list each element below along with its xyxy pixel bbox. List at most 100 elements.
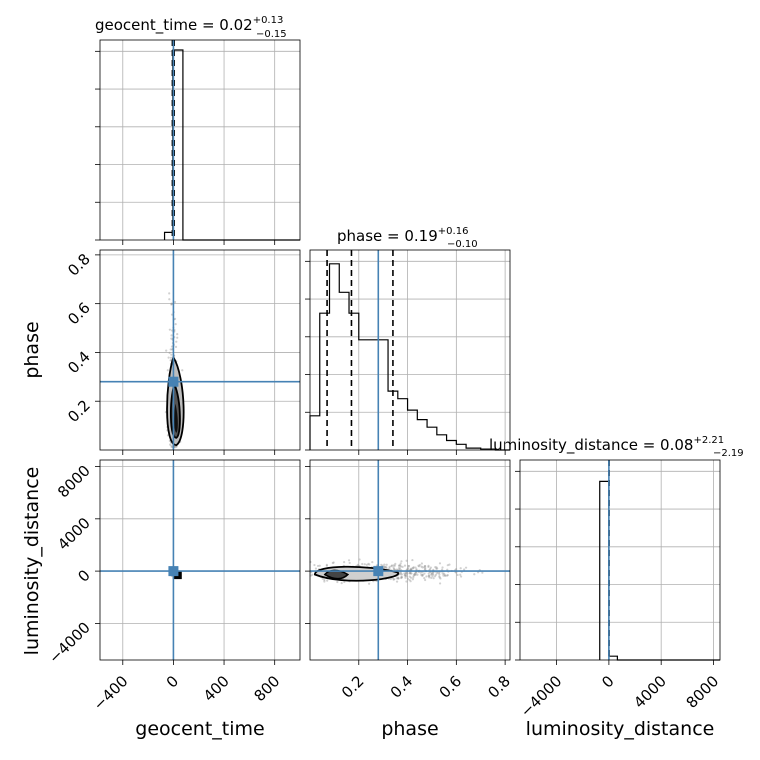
scatter-point: [404, 573, 407, 576]
grid-0-1: [100, 250, 300, 450]
scatter-point: [423, 566, 426, 569]
title-geocent-time-minus: −0.15: [256, 29, 287, 40]
scatter-point: [174, 322, 177, 326]
scatter-point: [421, 566, 424, 569]
scatter-point: [412, 576, 415, 579]
scatter-point: [427, 565, 430, 568]
scatter-point: [397, 576, 400, 579]
scatter-point: [331, 561, 334, 565]
scatter-point: [460, 575, 463, 578]
scatter-point: [399, 564, 402, 567]
x-tick-label: 0.6: [436, 672, 466, 702]
scatter-point: [404, 576, 407, 579]
x-tick-label: −4000: [517, 672, 566, 721]
scatter-point: [342, 561, 346, 564]
grid-2-2: [520, 460, 720, 660]
x-tick-label: 800: [251, 672, 284, 705]
y-tick-label: 0.4: [64, 348, 94, 378]
scatter-point: [404, 574, 407, 577]
scatter-point: [423, 565, 426, 568]
x-tick-label: 0.8: [484, 672, 514, 702]
scatter-point: [430, 572, 434, 575]
scatter-point: [415, 568, 418, 571]
panel-frame: [99, 39, 301, 241]
scatter-point: [314, 567, 318, 570]
scatter-point: [394, 562, 397, 565]
scatter-point: [393, 568, 396, 571]
scatter-point: [166, 369, 169, 372]
scatter-point: [325, 563, 328, 566]
scatter-point: [424, 568, 427, 571]
scatter-point: [421, 574, 424, 578]
scatter-point: [411, 566, 414, 570]
scatter-point: [392, 578, 395, 581]
scatter-point: [168, 328, 171, 331]
scatter-point: [459, 567, 462, 570]
scatter-point: [170, 302, 173, 305]
scatter-point: [181, 369, 184, 372]
panel-frame: [99, 459, 301, 661]
scatter-point: [464, 566, 468, 569]
scatter-point: [410, 568, 413, 571]
scatter-point: [347, 559, 351, 562]
scatter-point: [169, 443, 172, 446]
scatter-point: [407, 564, 411, 568]
scatter-point: [316, 564, 320, 568]
y-tick-label: 0.8: [64, 250, 94, 280]
x-tick-label: 0: [598, 672, 617, 691]
scatter-point: [371, 560, 374, 564]
scatter-point: [403, 574, 406, 577]
scatter-point: [409, 576, 413, 579]
scatter-point: [446, 564, 449, 567]
scatter-point: [399, 573, 402, 576]
scatter-point: [473, 573, 476, 576]
scatter-point: [428, 576, 431, 579]
scatter-point: [430, 573, 433, 576]
scatter-point: [176, 336, 179, 339]
scatter-point: [435, 566, 438, 569]
scatter-point: [423, 577, 426, 580]
scatter-point: [431, 572, 435, 575]
x-tick-label: 0: [163, 672, 182, 691]
scatter-point: [174, 345, 178, 348]
scatter-point: [455, 568, 458, 571]
scatter-point: [463, 568, 466, 571]
scatter-point: [169, 356, 173, 359]
histogram-phase: [309, 263, 510, 451]
scatter-point: [392, 567, 396, 571]
scatter-point: [332, 561, 335, 564]
contour-core: [174, 403, 178, 433]
scatter-point: [443, 572, 446, 576]
scatter-point: [441, 566, 444, 569]
scatter-point: [427, 574, 430, 578]
scatter-point: [427, 564, 430, 567]
scatter-point: [438, 582, 442, 585]
scatter-point: [405, 559, 408, 562]
scatter-point: [323, 580, 326, 583]
scatter-point: [409, 572, 412, 575]
panel-frame: [519, 459, 721, 661]
scatter-point: [411, 578, 414, 581]
truth-marker: [168, 376, 179, 387]
y-tick-label: −4000: [45, 618, 94, 667]
scatter-point: [444, 574, 447, 577]
scatter-point: [412, 574, 415, 577]
scatter-point: [400, 576, 403, 580]
scatter-point: [433, 575, 437, 578]
scatter-point: [169, 348, 172, 351]
scatter-point: [321, 577, 324, 580]
scatter-point: [385, 563, 388, 566]
scatter-point: [390, 564, 393, 568]
scatter-point: [398, 564, 401, 567]
scatter-point: [455, 571, 458, 574]
scatter-point: [396, 577, 399, 580]
scatter-point: [430, 572, 433, 575]
scatter-point: [395, 580, 399, 583]
scatter-point: [427, 572, 430, 575]
xlabel-geocent-time: geocent_time: [135, 718, 264, 740]
scatter-point: [424, 565, 427, 568]
scatter-point: [173, 300, 177, 304]
scatter-point: [399, 572, 403, 575]
scatter-point: [413, 572, 417, 575]
scatter-point: [395, 577, 398, 580]
